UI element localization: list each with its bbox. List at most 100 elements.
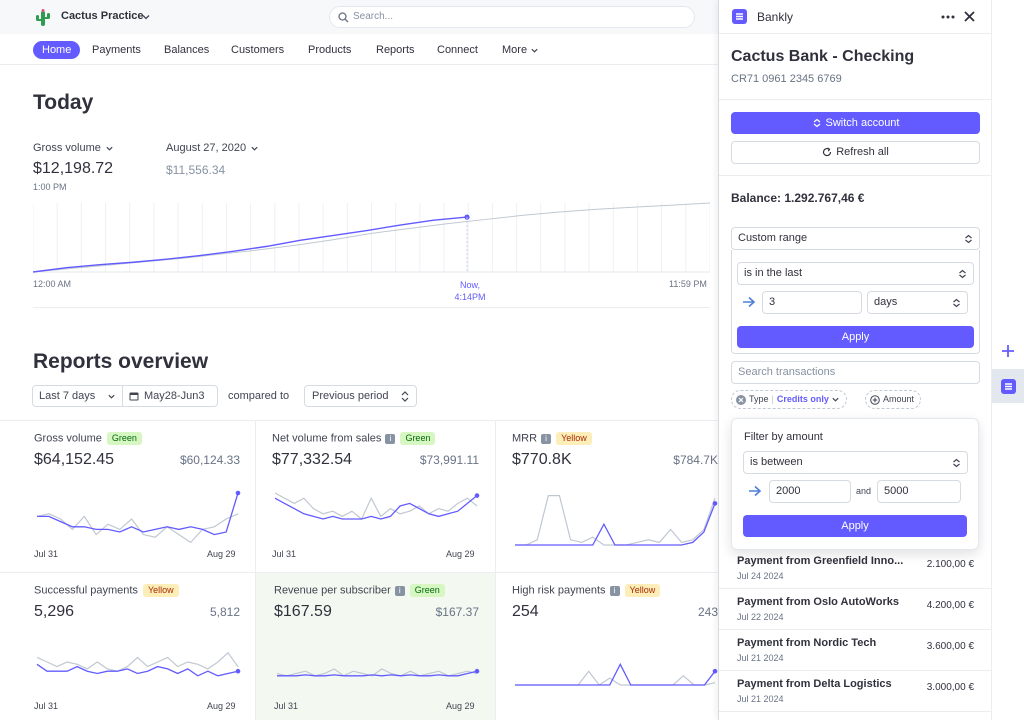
grid-divider: [0, 572, 718, 573]
info-icon: i: [541, 433, 552, 444]
last-point: [235, 668, 241, 674]
plus-icon[interactable]: [1000, 343, 1016, 359]
info-icon: i: [385, 433, 396, 444]
card-end-date: Aug 29: [207, 701, 236, 711]
rail-bankly-app[interactable]: [992, 369, 1024, 403]
card-previous-value: 243: [697, 605, 718, 619]
current-period-line: [515, 662, 716, 686]
period-select-label: Previous period: [312, 390, 389, 402]
date-range-button[interactable]: May28-Jun3: [122, 385, 218, 407]
bankly-drawer: Bankly Cactus Bank - Checking CR71 0961 …: [718, 0, 992, 720]
condition-select[interactable]: is in the last: [737, 262, 974, 285]
gross-volume-selector[interactable]: Gross volume: [33, 142, 114, 154]
transaction-row[interactable]: Payment from Greenfield Inno... Jul 24 2…: [719, 548, 992, 589]
current-period-line: [515, 503, 716, 546]
switch-account-label: Switch account: [825, 117, 900, 129]
nav-payments[interactable]: Payments: [92, 44, 141, 56]
refresh-all-label: Refresh all: [836, 146, 889, 158]
compare-value: $11,556.34: [166, 163, 226, 177]
range-select-label: Last 7 days: [39, 390, 96, 402]
status-badge: Yellow: [624, 584, 661, 597]
range-select[interactable]: Last 7 days: [32, 385, 123, 407]
period-select[interactable]: Previous period: [304, 385, 417, 407]
card-title-text: High risk payments: [512, 584, 606, 597]
type-filter-value: Credits only: [776, 394, 829, 404]
transaction-name: Payment from Oslo AutoWorks: [737, 596, 899, 608]
transaction-row[interactable]: Payment from Nordic Tech Jul 21 2024 3.6…: [719, 630, 992, 671]
clear-filter-icon[interactable]: [736, 394, 746, 405]
compared-to-label: compared to: [228, 390, 290, 402]
info-icon: i: [394, 585, 405, 596]
date-range-select[interactable]: Custom range: [731, 227, 980, 250]
amount-filter-label: Amount: [883, 394, 915, 404]
today-heading: Today: [33, 91, 94, 114]
card-start-date: Jul 31: [272, 549, 297, 559]
sparkline-chart: [274, 492, 480, 520]
sparkline-chart: [515, 494, 718, 546]
status-badge: Green: [400, 432, 436, 445]
switch-account-button[interactable]: Switch account: [731, 112, 980, 134]
sparkline-chart: [36, 490, 241, 544]
today-series-line: [33, 216, 468, 273]
search-input[interactable]: Search...: [329, 6, 695, 28]
card-title: Revenue per subscriber i Green: [274, 584, 445, 597]
previous-period-line: [276, 668, 478, 677]
card-start-date: Jul 31: [34, 701, 59, 711]
x-axis-now-line1: Now,: [459, 280, 480, 290]
transaction-date: Jul 21 2024: [737, 653, 784, 663]
calendar-icon: [129, 392, 139, 401]
grid-divider: [495, 420, 496, 720]
amount-number-input[interactable]: 3: [762, 291, 862, 314]
apply-amount-filter-button[interactable]: Apply: [743, 515, 967, 537]
and-label: and: [856, 486, 872, 496]
amount-min-input[interactable]: 2000: [769, 480, 851, 503]
type-filter-pill[interactable]: Type | Credits only: [731, 390, 847, 409]
amount-filter-pill[interactable]: Amount: [865, 390, 922, 409]
grid-divider: [0, 420, 718, 421]
nav-home[interactable]: Home: [33, 41, 81, 59]
previous-period-line: [36, 651, 239, 672]
date-range-label: May28-Jun3: [144, 390, 205, 402]
card-title: High risk payments i Yellow: [512, 584, 661, 597]
card-title-text: Successful payments: [34, 584, 138, 597]
card-start-date: Jul 31: [34, 549, 59, 559]
transaction-amount: 4.200,00 €: [926, 600, 974, 611]
current-period-line: [277, 670, 478, 677]
amount-max-input[interactable]: 5000: [877, 480, 961, 503]
nav-products[interactable]: Products: [308, 44, 352, 56]
unit-select[interactable]: days: [867, 291, 968, 314]
nav-balances[interactable]: Balances: [164, 44, 210, 56]
previous-period-line: [274, 492, 478, 520]
chevron-down-icon[interactable]: [141, 12, 151, 22]
nav-customers[interactable]: Customers: [231, 44, 285, 56]
now-point: [464, 214, 470, 220]
x-axis-end-label: 11:59 PM: [669, 279, 707, 289]
card-value: $770.8K: [512, 451, 572, 468]
transaction-name: Payment from Nordic Tech: [737, 637, 877, 649]
nav-reports[interactable]: Reports: [376, 44, 415, 56]
transaction-name: Payment from Greenfield Inno...: [737, 555, 904, 567]
bankly-app-icon: [1001, 379, 1016, 394]
amount-condition-select[interactable]: is between: [743, 451, 968, 474]
transaction-row[interactable]: Payment from Delta Logistics Jul 21 2024…: [719, 671, 992, 712]
card-title: Gross volume Green: [34, 432, 142, 445]
cactus-logo-icon[interactable]: [34, 8, 52, 28]
account-name[interactable]: Cactus Practice: [61, 10, 144, 22]
up-down-chevron-icon: [401, 391, 409, 402]
apply-date-filter-button[interactable]: Apply: [737, 326, 974, 348]
chevron-down-icon: [531, 48, 538, 53]
nav-connect[interactable]: Connect: [437, 44, 478, 56]
up-down-chevron-icon: [959, 269, 966, 279]
current-period-line: [36, 663, 239, 677]
nav-more[interactable]: More: [502, 41, 539, 59]
up-down-chevron-icon: [965, 234, 972, 244]
refresh-all-button[interactable]: Refresh all: [731, 141, 980, 164]
drawer-header: Bankly: [719, 0, 992, 34]
search-transactions-input[interactable]: Search transactions: [731, 361, 980, 384]
compare-date-selector[interactable]: August 27, 2020: [166, 142, 259, 154]
last-point: [474, 493, 480, 498]
close-icon[interactable]: [963, 10, 976, 23]
card-previous-value: 5,812: [209, 605, 240, 619]
more-options-icon[interactable]: [941, 10, 955, 24]
transaction-row[interactable]: Payment from Oslo AutoWorks Jul 22 2024 …: [719, 589, 992, 630]
